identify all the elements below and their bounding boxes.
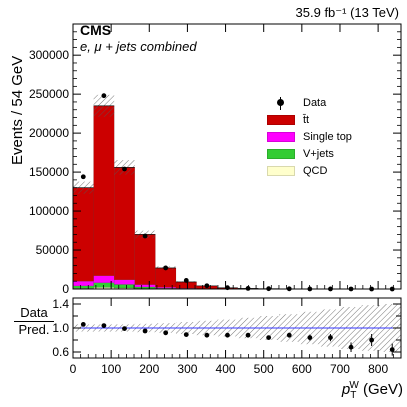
legend-label-single-top: Single top — [303, 131, 352, 143]
bar-tt-5 — [175, 281, 197, 289]
ratio-label-numerator: Data — [14, 306, 54, 322]
ratio-point-12 — [328, 335, 333, 340]
experiment-label: CMS — [80, 22, 112, 38]
y-tick-label-1: 50000 — [36, 243, 70, 257]
ratio-point-10 — [286, 332, 292, 338]
legend-entry-qcd: QCD — [265, 163, 352, 180]
bar-tt-1 — [93, 105, 115, 276]
ratio-point-15 — [389, 347, 395, 352]
x-axis-label-var: p — [341, 381, 351, 398]
legend-label-qcd: QCD — [303, 165, 328, 177]
ratio-point-4 — [163, 330, 169, 336]
ratio-y-axis-label: Data Pred. — [14, 306, 54, 337]
data-point-1 — [101, 93, 107, 99]
main-plot: 0 50000 100000 150000 200000 250000 300000 — [29, 23, 402, 296]
legend-entry-ttbar: t̄t — [265, 112, 352, 129]
y-tick-label-0: 0 — [62, 282, 69, 296]
vjets-swatch — [267, 149, 295, 159]
legend: Data t̄t Single top V+jets QCD — [265, 95, 352, 180]
data-point-3 — [142, 233, 148, 239]
ratio-point-5 — [183, 332, 189, 337]
ratio-point-6 — [204, 332, 210, 338]
data-point-0 — [80, 174, 86, 180]
y-tick-label-4: 200000 — [29, 126, 69, 140]
ratio-point-8 — [245, 332, 251, 338]
x-axis-label: pTW (GeV) — [342, 380, 403, 401]
bar-tt-4 — [155, 267, 177, 288]
bar-vjets-3 — [134, 286, 156, 289]
y-tick-label-6: 300000 — [29, 48, 69, 62]
legend-label-vjets: V+jets — [303, 148, 334, 160]
single-top-swatch — [267, 132, 295, 142]
legend-label-data: Data — [303, 97, 327, 109]
ratio-point-9 — [266, 335, 272, 340]
x-tick-label-8: 800 — [368, 362, 388, 376]
ratio-y-tick-label-4: 1.4 — [52, 297, 69, 311]
x-tick-label-6: 600 — [292, 362, 312, 376]
legend-entry-single-top: Single top — [265, 129, 352, 146]
ratio-point-2 — [122, 326, 127, 331]
bar-singletop-0 — [72, 281, 94, 287]
legend-entry-data: Data — [265, 95, 352, 112]
data-point-4 — [163, 265, 169, 271]
bar-vjets-0 — [72, 285, 94, 289]
y-tick-label-3: 150000 — [29, 165, 69, 179]
ratio-y-tick-label-2: 1.0 — [52, 321, 69, 335]
ttbar-swatch — [267, 115, 295, 125]
data-point-6 — [204, 283, 210, 289]
x-tick-label-3: 300 — [177, 362, 197, 376]
x-axis-label-unit: (GeV) — [362, 381, 403, 398]
ratio-y-tick-label-0: 0.6 — [52, 345, 69, 359]
ratio-plot: 0.6 1.0 1.4 0 100 200 300 400 500 600 700 800 — [52, 297, 402, 376]
luminosity-label: 35.9 fb⁻¹ (13 TeV) — [295, 5, 399, 20]
y-tick-label-2: 100000 — [29, 204, 69, 218]
ratio-point-14 — [369, 337, 375, 343]
bar-vjets-2 — [114, 284, 135, 289]
data-point-5 — [183, 278, 189, 283]
ratio-point-7 — [225, 332, 230, 338]
data-point-2 — [122, 166, 127, 172]
x-tick-label-2: 200 — [139, 362, 159, 376]
bar-singletop-2 — [114, 279, 135, 285]
x-tick-label-5: 500 — [254, 362, 274, 376]
bar-singletop-3 — [134, 284, 156, 288]
x-tick-label-7: 700 — [330, 362, 350, 376]
x-tick-label-4: 400 — [216, 362, 236, 376]
bar-tt-3 — [134, 234, 156, 285]
legend-label-ttbar: t̄t — [303, 114, 310, 126]
legend-entry-vjets: V+jets — [265, 146, 352, 163]
qcd-swatch — [267, 166, 295, 176]
data-marker-icon — [277, 97, 285, 110]
ratio-label-denominator: Pred. — [18, 322, 50, 337]
ratio-point-1 — [101, 323, 107, 328]
ratio-point-11 — [307, 335, 313, 340]
y-axis-label: Events / 54 GeV — [9, 55, 26, 165]
bar-tt-2 — [114, 167, 135, 280]
x-axis-label-sup: W — [349, 380, 359, 391]
x-tick-label-1: 100 — [101, 362, 121, 376]
ratio-point-3 — [142, 328, 148, 334]
x-axis-label-sub: T — [350, 390, 357, 401]
ratio-point-0 — [80, 322, 86, 327]
ratio-point-13 — [348, 344, 354, 350]
y-tick-label-5: 250000 — [29, 87, 69, 101]
channel-label: e, μ + jets combined — [80, 39, 197, 54]
x-tick-label-0: 0 — [70, 362, 77, 376]
